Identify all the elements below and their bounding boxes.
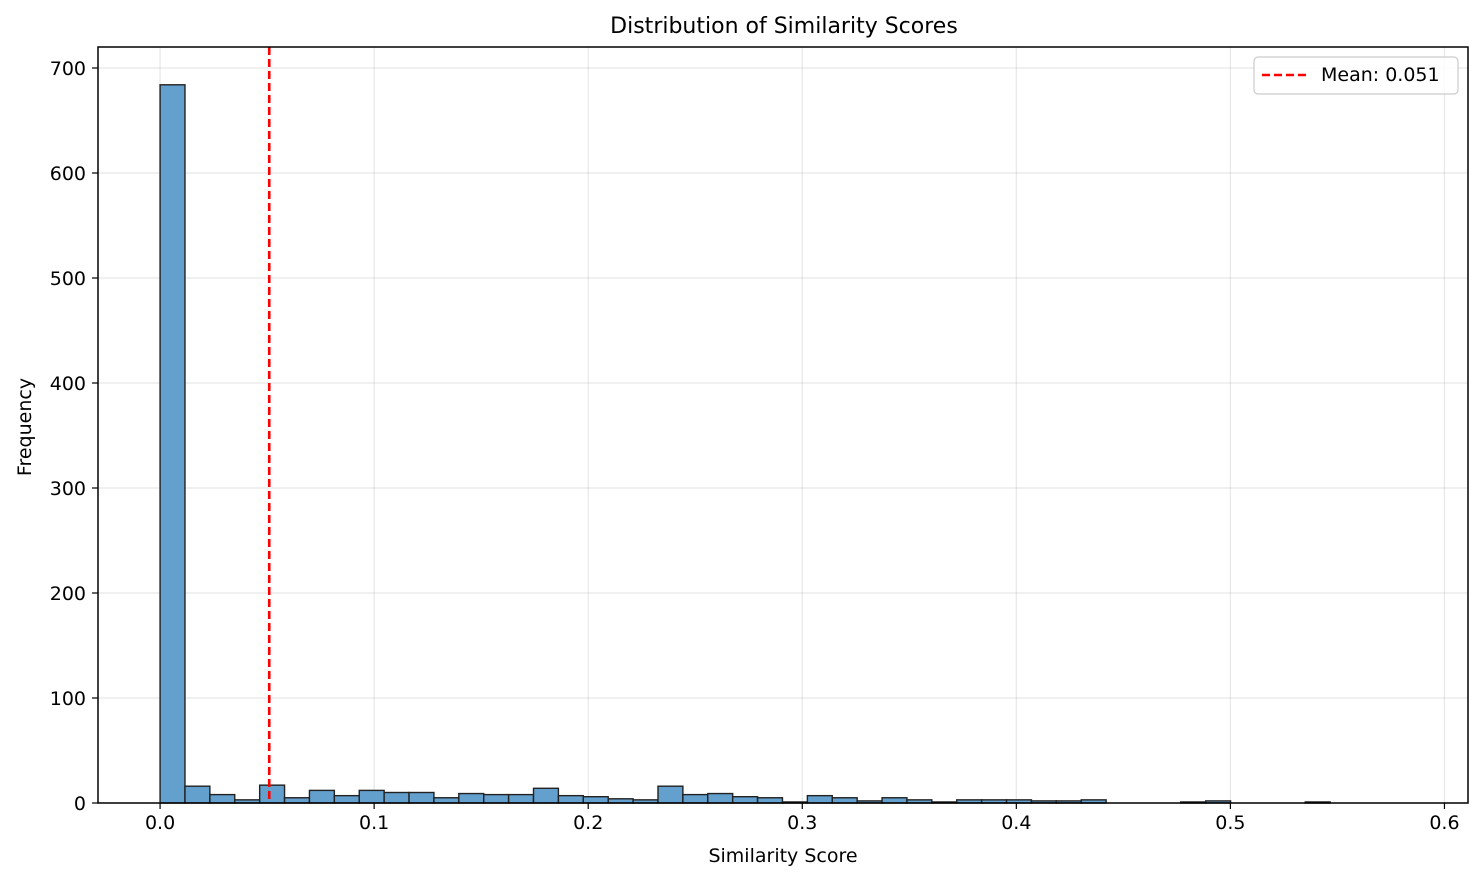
y-tick-label-6: 600 [50, 163, 86, 185]
grid-layer [98, 47, 1468, 804]
histogram-bar-27 [831, 797, 858, 804]
x-tick-label-3: 0.3 [787, 812, 817, 834]
histogram-bar-13 [483, 793, 510, 804]
histogram-bar-14 [507, 793, 535, 804]
x-tick-label-5: 0.5 [1215, 812, 1245, 834]
histogram-bar-4 [258, 784, 286, 804]
y-tick-label-0: 0 [74, 793, 86, 815]
chart-title: Distribution of Similarity Scores [610, 14, 958, 39]
plot-frame [97, 46, 1469, 804]
y-tick-label-4: 400 [50, 373, 86, 395]
x-tick-label-2: 0.2 [573, 812, 603, 834]
histogram-bar-6 [308, 789, 336, 804]
x-axis-label: Similarity Score [708, 845, 857, 867]
histogram-bar-10 [408, 791, 435, 804]
histogram-bar-8 [358, 789, 385, 804]
legend-box [1253, 56, 1459, 95]
histogram-bar-1 [184, 785, 211, 804]
ticks-layer: 0.0 0.1 0.2 0.3 0.4 0.5 0.6 0 100 200 300 400 500 600… [50, 58, 1460, 834]
histogram-bar-15 [532, 787, 560, 804]
y-tick-label-3: 300 [50, 478, 86, 500]
histogram-bar-21 [682, 793, 709, 804]
y-tick-label-2: 200 [50, 583, 86, 605]
histogram-bar-20 [657, 785, 684, 804]
y-tick-label-1: 100 [50, 688, 86, 710]
bars-layer [159, 84, 1331, 804]
histogram-bar-2 [209, 793, 236, 804]
histogram-bar-9 [383, 791, 410, 804]
histogram-bar-11 [433, 797, 460, 804]
histogram-bar-7 [333, 794, 360, 804]
x-tick-label-0: 0.0 [145, 812, 175, 834]
histogram-bar-16 [557, 794, 585, 804]
histogram-bar-23 [731, 796, 759, 804]
legend-mean-label: Mean: 0.051 [1321, 64, 1440, 86]
y-tick-label-7: 700 [50, 58, 86, 80]
histogram-bar-0 [159, 84, 186, 804]
x-tick-label-1: 0.1 [359, 812, 389, 834]
histogram-bar-5 [283, 797, 311, 804]
x-tick-label-4: 0.4 [1001, 812, 1031, 834]
legend: Mean: 0.051 [1253, 56, 1459, 95]
histogram-bar-24 [756, 797, 784, 804]
y-axis-label: Frequency [14, 378, 36, 476]
x-tick-label-6: 0.6 [1429, 812, 1459, 834]
histogram-bar-12 [458, 792, 485, 804]
histogram-bar-29 [881, 797, 908, 804]
histogram-bar-22 [707, 792, 734, 804]
histogram-bar-17 [582, 796, 609, 804]
histogram-bar-26 [806, 794, 833, 804]
y-tick-label-5: 500 [50, 268, 86, 290]
